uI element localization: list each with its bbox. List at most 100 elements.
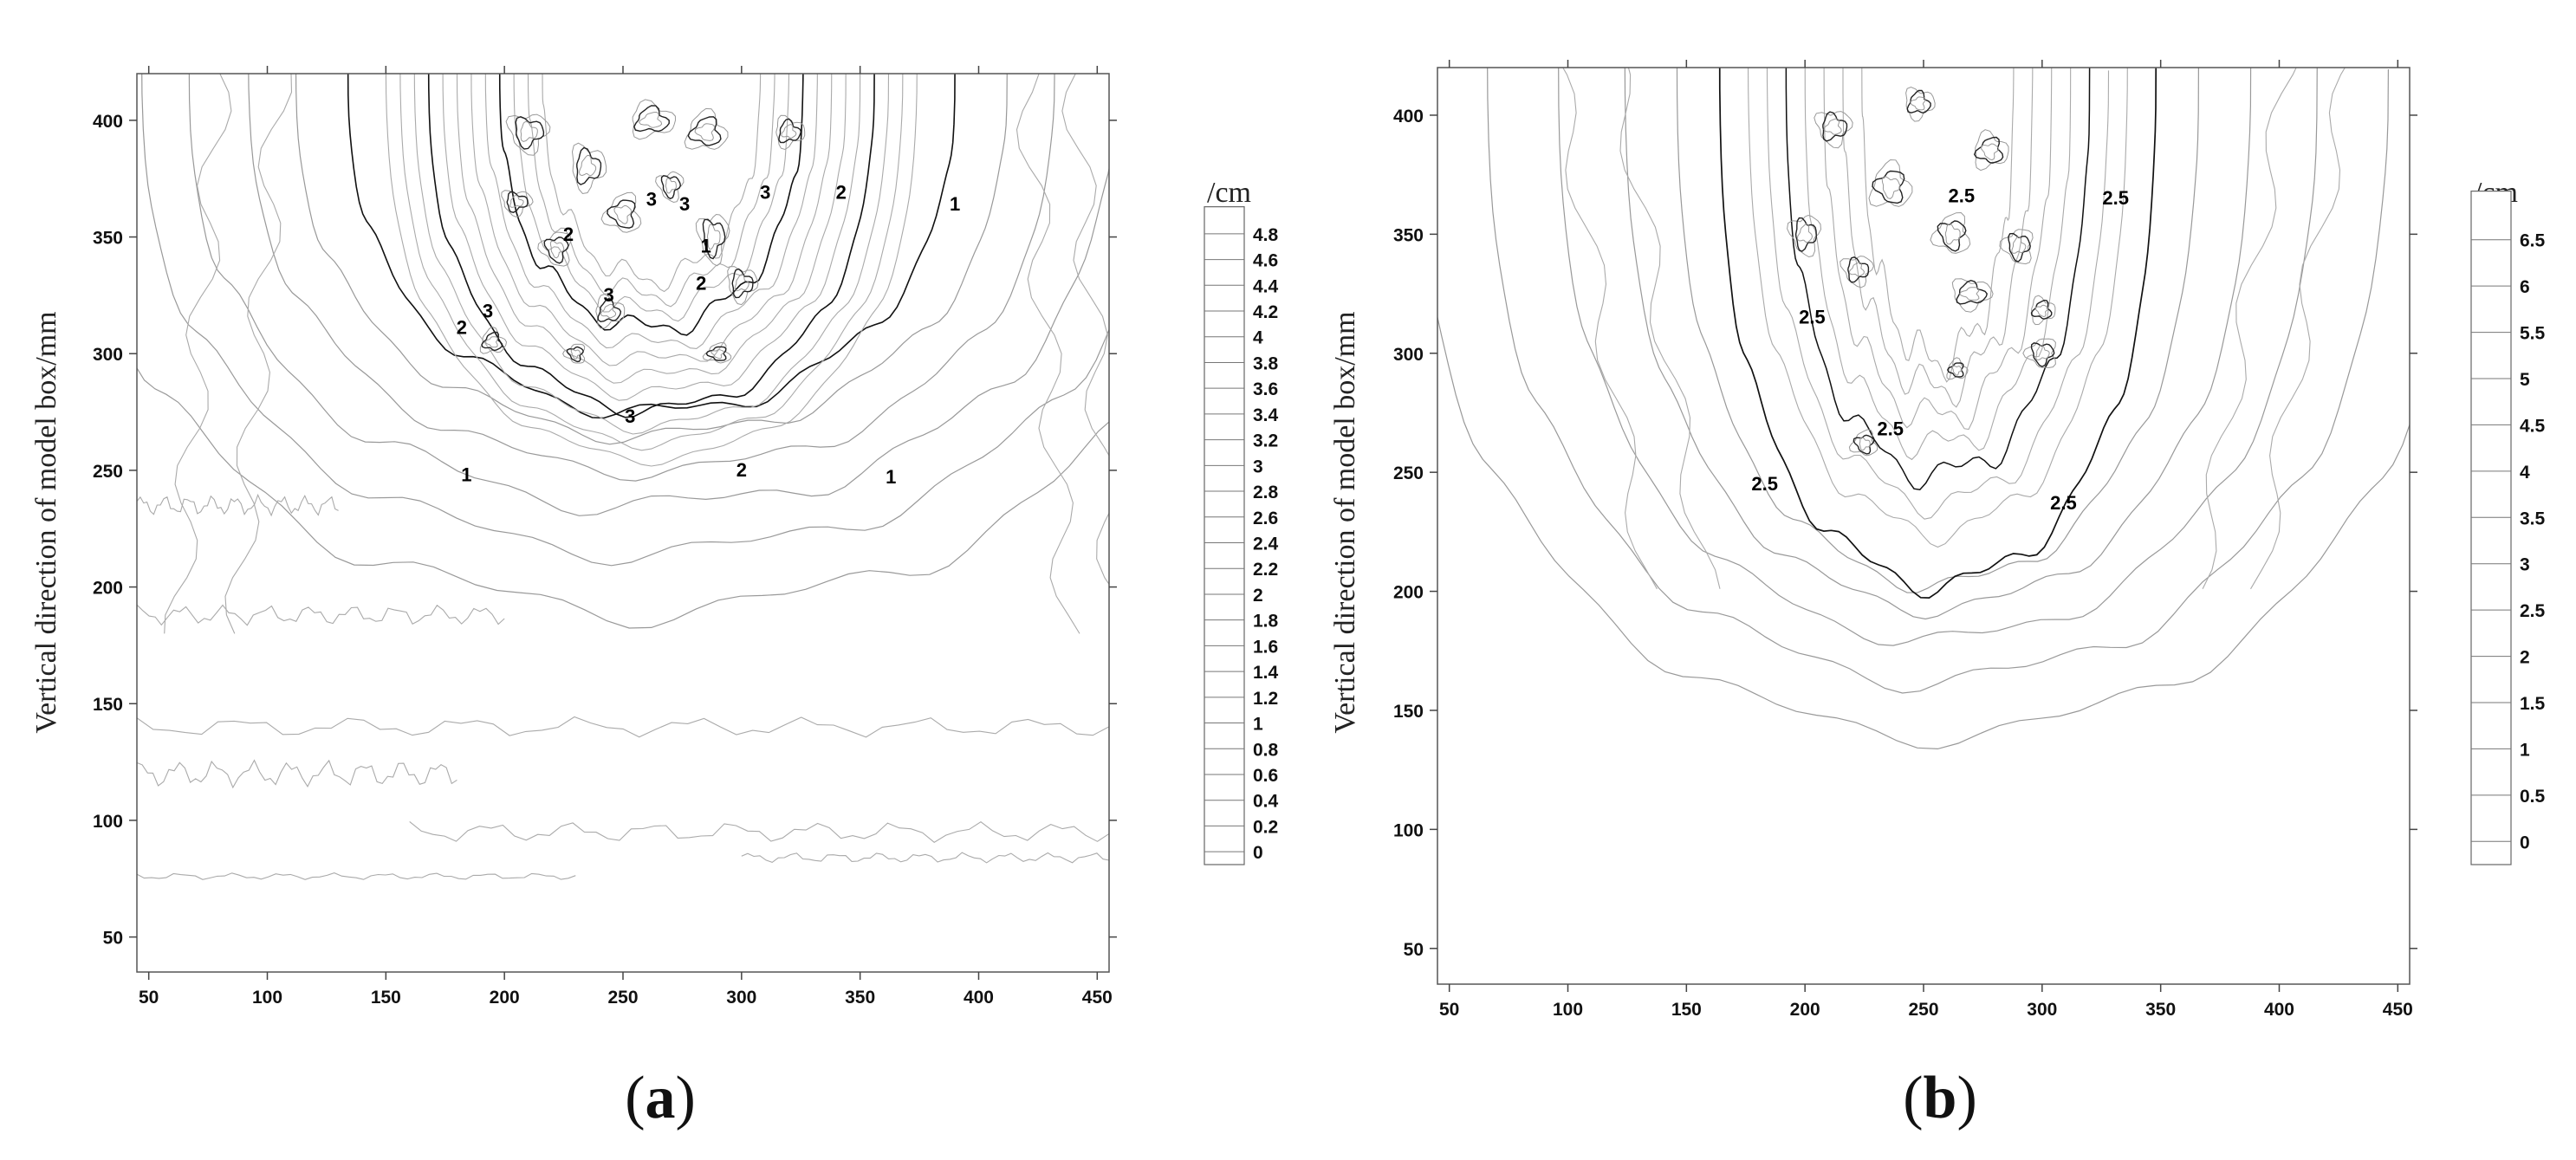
contour-blob [1848, 262, 1865, 277]
contour-line [248, 74, 1055, 482]
colorbar-label: 4 [2520, 463, 2530, 483]
contour-blob [1814, 111, 1853, 149]
colorbar-label: 6 [2520, 277, 2530, 297]
colorbar-label: 6.5 [2520, 231, 2546, 251]
contour-blob [1853, 434, 1875, 455]
contour-blob [597, 297, 622, 323]
plot-frame-b [1437, 67, 2411, 985]
contour-blob [549, 240, 565, 259]
contour-line [2202, 68, 2297, 590]
colorbar-label: 4 [1253, 328, 1263, 348]
contour-line [137, 493, 339, 517]
contour-blob [578, 154, 597, 177]
contour-line [1785, 68, 2091, 491]
y-tick-label: 300 [93, 345, 123, 365]
contour-line [527, 74, 775, 308]
contour-label: 1 [886, 466, 896, 488]
contour-line [1619, 68, 1721, 589]
contour-line [1861, 68, 2015, 383]
y-tick-label: 50 [103, 929, 123, 949]
colorbar-label: 1 [1253, 715, 1263, 735]
y-axis-title-a: Vertical direction of model box/mm [30, 311, 62, 733]
contour-blob [702, 341, 732, 364]
colorbar-frame [1204, 206, 1245, 865]
colorbar-label: 3 [2520, 555, 2530, 575]
colorbar-label: 3.8 [1253, 353, 1279, 373]
contour-line [1718, 68, 2157, 599]
contour-blob [2011, 236, 2027, 255]
contour-blob [711, 348, 724, 360]
contour-blob [705, 346, 727, 361]
contour-line [1061, 74, 1109, 586]
contour-blob [571, 142, 607, 195]
contour-field-b [1437, 68, 2410, 750]
contour-line [409, 820, 1109, 843]
contour-blob [1959, 287, 1980, 301]
contour-blob [562, 343, 586, 364]
contour-blob [1859, 437, 1871, 451]
contour-label: 2.5 [1948, 185, 1975, 206]
colorbar-label: 1 [2520, 740, 2530, 760]
contour-blob [537, 231, 572, 267]
contour-label: 3 [603, 284, 613, 306]
x-tick-label: 200 [1790, 1000, 1820, 1020]
x-tick-label: 150 [1671, 1000, 1702, 1020]
contour-blob [731, 268, 754, 299]
colorbar-label: 0.8 [1253, 740, 1279, 760]
colorbar-label: 2 [1253, 586, 1263, 606]
contour-blob [1975, 129, 2009, 172]
x-tick-label: 300 [726, 988, 756, 1008]
contour-blob [1881, 176, 1901, 199]
y-axis-title-b: Vertical direction of model box/mm [1329, 311, 1361, 733]
contour-label: 3 [625, 405, 635, 427]
contour-line [498, 74, 804, 336]
colorbar-label: 0.5 [2520, 787, 2546, 807]
colorbar-a: 4.8 4.6 4.4 4.2 4 3.8 3.6 3.4 3.2 3 2.8 2.6 2.4 2.2 2 1… [1204, 206, 1279, 865]
x-tick-label: 150 [371, 988, 401, 1008]
contour-label: 2 [736, 459, 747, 481]
contour-blob [576, 146, 602, 185]
contour-blob [695, 213, 730, 267]
colorbar-label: 4.6 [1253, 251, 1278, 271]
colorbar-label: 3.2 [1253, 431, 1278, 451]
contour-blob [509, 194, 524, 208]
contour-blob [2030, 299, 2053, 320]
y-tick-label: 50 [1404, 940, 1424, 960]
y-tick-label: 200 [93, 579, 123, 599]
contour-blob [1951, 278, 1994, 313]
contour-blob [1999, 229, 2034, 265]
contour-blob [1787, 214, 1822, 258]
colorbar-label: 2.6 [1253, 509, 1278, 528]
contour-line [484, 74, 818, 349]
contour-blob [665, 178, 677, 194]
colorbar-label: 1.6 [1253, 637, 1278, 657]
contour-blob [1840, 256, 1874, 288]
x-tick-label: 400 [2264, 1000, 2294, 1020]
y-tick-label: 150 [93, 695, 123, 715]
axis-ticks-b: 50 100 150 200 250 300 350 400 450 50 100 150 200 250… [1393, 60, 2417, 1020]
contour-blob [778, 118, 802, 144]
contour-labels-b: 2.5 2.5 2.5 2.5 2.5 2.5 [1751, 185, 2129, 513]
contour-label: 3 [679, 193, 690, 215]
contour-label: 2 [696, 272, 706, 294]
contour-blob [566, 346, 584, 363]
contour-blob [2022, 338, 2056, 368]
contour-blob [1944, 223, 1961, 245]
x-tick-label: 200 [490, 988, 520, 1008]
contour-line [1804, 68, 2072, 461]
colorbar-label: 2.5 [2520, 601, 2546, 621]
panel-letter-b: b [1924, 1065, 1957, 1131]
contour-field-a [137, 74, 1109, 880]
colorbar-label: 1.4 [1253, 663, 1279, 683]
contour-blob [684, 107, 729, 150]
contour-blob [734, 274, 749, 292]
colorbar-label: 3.5 [2520, 509, 2546, 528]
contour-line [164, 74, 232, 634]
contour-blob [1910, 96, 1926, 111]
contour-blob [505, 113, 551, 156]
contour-blob [1906, 89, 1931, 114]
contour-label: 2.5 [1799, 307, 1826, 328]
panel-label-a: (a) [625, 1065, 696, 1131]
contour-line [1558, 68, 2318, 646]
contour-line [137, 716, 1109, 738]
